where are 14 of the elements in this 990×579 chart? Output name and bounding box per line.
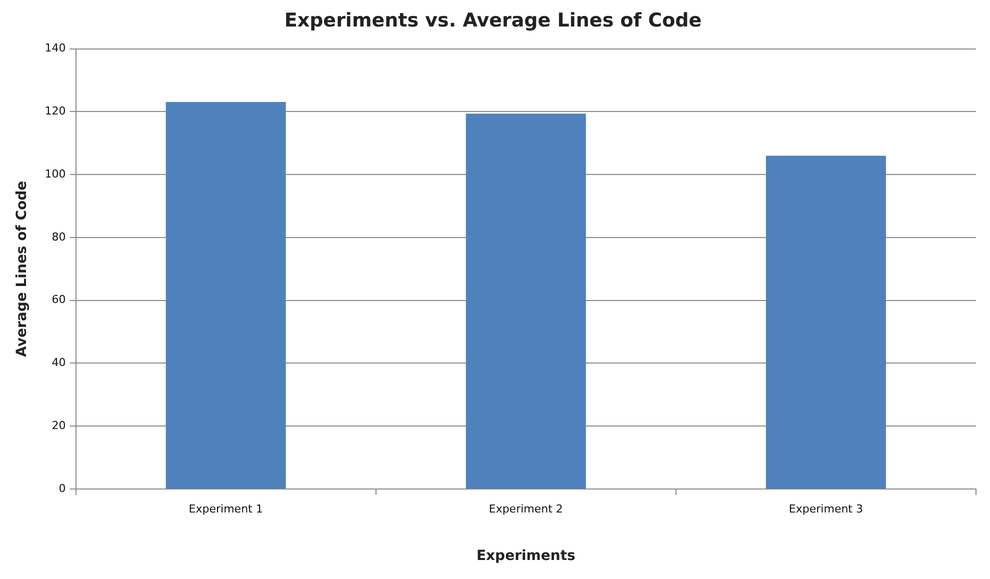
x-tick-label: Experiment 2 (488, 502, 563, 516)
x-axis-title: Experiments (476, 548, 576, 564)
y-tick-label: 80 (52, 230, 66, 244)
y-tick-label: 40 (52, 356, 66, 370)
y-axis-title: Average Lines of Code (14, 180, 30, 357)
y-tick-label: 20 (52, 418, 66, 432)
y-tick-label: 100 (44, 167, 66, 180)
y-tick-label: 140 (44, 42, 66, 55)
x-tick-label: Experiment 3 (788, 502, 863, 516)
x-tick-label: Experiment 1 (188, 502, 263, 516)
chart-title: Experiments vs. Average Lines of Code (284, 9, 702, 32)
y-tick-label: 120 (44, 104, 66, 118)
y-tick-label: 0 (58, 482, 66, 495)
y-tick-label: 60 (52, 293, 66, 306)
